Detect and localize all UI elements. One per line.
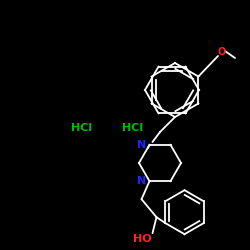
Text: N: N	[137, 176, 146, 186]
Text: HO: HO	[133, 234, 152, 244]
Text: N: N	[137, 140, 146, 150]
Text: O: O	[218, 47, 226, 57]
Text: HCl: HCl	[122, 123, 144, 133]
Text: HCl: HCl	[72, 123, 92, 133]
